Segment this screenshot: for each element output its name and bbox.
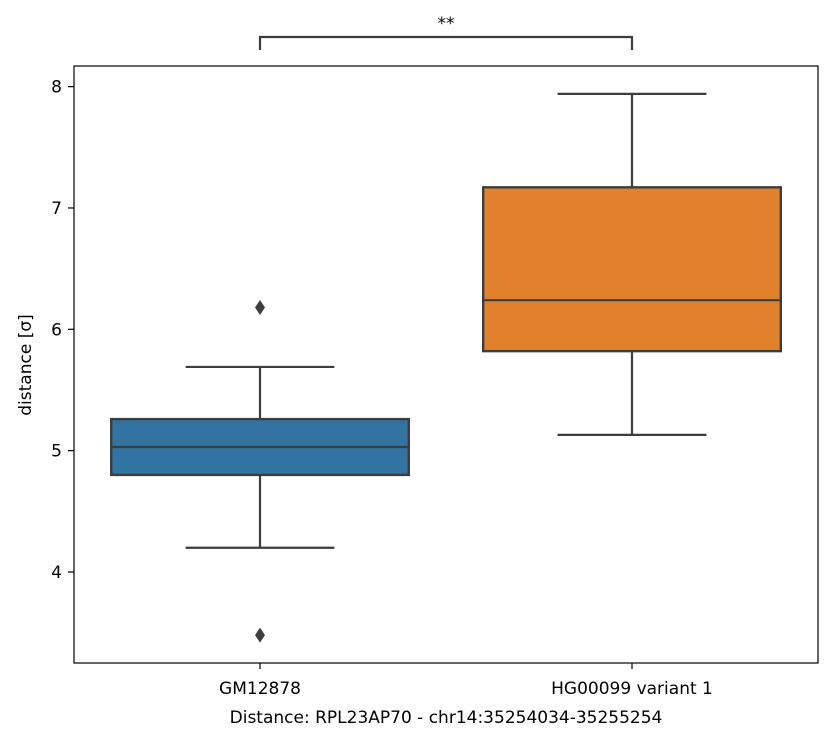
box-group-0 xyxy=(109,299,411,643)
y-axis: 4 5 6 7 8 xyxy=(51,78,74,583)
significance-label: ** xyxy=(438,14,455,34)
outlier-point xyxy=(255,299,265,315)
y-tick-label: 8 xyxy=(51,78,62,98)
outlier-point xyxy=(255,627,265,643)
boxes-layer xyxy=(109,92,783,643)
axes-frame xyxy=(73,65,819,664)
significance-annotation: ** xyxy=(258,14,634,50)
box-iqr xyxy=(482,186,783,353)
y-tick-label: 7 xyxy=(51,199,62,219)
box-group-1 xyxy=(482,92,783,436)
x-axis-label: Distance: RPL23AP70 - chr14:35254034-352… xyxy=(230,708,663,728)
significance-bracket xyxy=(258,35,634,50)
y-tick-label: 4 xyxy=(51,563,62,583)
x-axis: GM12878 HG00099 variant 1 xyxy=(219,663,713,699)
x-tick-label: HG00099 variant 1 xyxy=(551,679,713,699)
y-tick-label: 5 xyxy=(51,442,62,462)
y-tick-label: 6 xyxy=(51,320,62,340)
x-tick-label: GM12878 xyxy=(219,679,301,699)
y-axis-label: distance [σ] xyxy=(16,314,36,415)
